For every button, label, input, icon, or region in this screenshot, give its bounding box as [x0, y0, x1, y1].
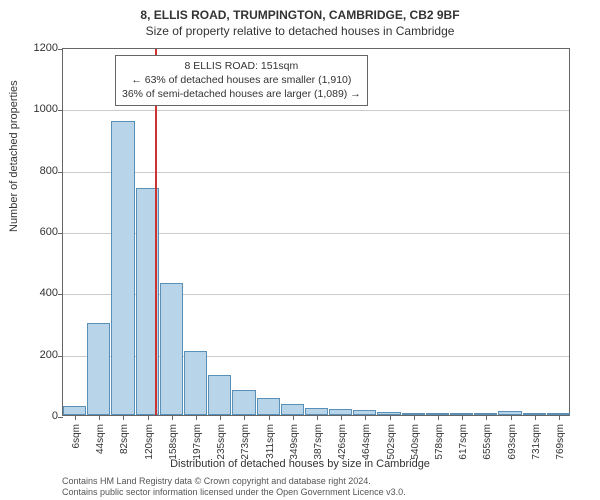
- chart-subtitle: Size of property relative to detached ho…: [0, 22, 600, 38]
- xtick-mark: [438, 415, 439, 420]
- histogram-bar: [184, 351, 207, 415]
- xtick-mark: [414, 415, 415, 420]
- xtick-mark: [196, 415, 197, 420]
- ytick-label: 1200: [18, 42, 58, 54]
- annotation-line1: 8 ELLIS ROAD: 151sqm: [122, 59, 361, 73]
- xtick-label: 731sqm: [531, 424, 542, 460]
- xtick-label: 197sqm: [192, 424, 203, 460]
- xtick-label: 617sqm: [458, 424, 469, 460]
- plot-area: 8 ELLIS ROAD: 151sqm ← 63% of detached h…: [62, 48, 570, 416]
- xtick-label: 120sqm: [144, 424, 155, 460]
- xtick-mark: [390, 415, 391, 420]
- xtick-mark: [535, 415, 536, 420]
- ytick-mark: [58, 356, 63, 357]
- histogram-bar: [281, 404, 304, 415]
- xtick-label: 578sqm: [434, 424, 445, 460]
- ytick-mark: [58, 172, 63, 173]
- ytick-mark: [58, 417, 63, 418]
- ytick-label: 200: [18, 349, 58, 361]
- xtick-mark: [75, 415, 76, 420]
- ytick-label: 400: [18, 287, 58, 299]
- annotation-line3: 36% of semi-detached houses are larger (…: [122, 87, 361, 101]
- xtick-mark: [244, 415, 245, 420]
- xtick-mark: [269, 415, 270, 420]
- chart-container: 8, ELLIS ROAD, TRUMPINGTON, CAMBRIDGE, C…: [0, 0, 600, 500]
- xtick-label: 387sqm: [313, 424, 324, 460]
- footer-line1: Contains HM Land Registry data © Crown c…: [62, 476, 406, 487]
- histogram-bar: [208, 375, 231, 415]
- annotation-line2: ← 63% of detached houses are smaller (1,…: [122, 73, 361, 87]
- xtick-label: 82sqm: [119, 424, 130, 454]
- xtick-label: 235sqm: [216, 424, 227, 460]
- xtick-label: 349sqm: [289, 424, 300, 460]
- xtick-label: 464sqm: [361, 424, 372, 460]
- ytick-mark: [58, 110, 63, 111]
- gridline: [63, 172, 569, 173]
- ytick-label: 1000: [18, 103, 58, 115]
- chart-title-address: 8, ELLIS ROAD, TRUMPINGTON, CAMBRIDGE, C…: [0, 0, 600, 22]
- xtick-mark: [99, 415, 100, 420]
- footer-line2: Contains public sector information licen…: [62, 487, 406, 498]
- xtick-label: 769sqm: [555, 424, 566, 460]
- histogram-bar: [305, 408, 328, 415]
- histogram-bar: [111, 121, 134, 415]
- xtick-mark: [148, 415, 149, 420]
- gridline: [63, 110, 569, 111]
- xtick-label: 693sqm: [507, 424, 518, 460]
- xtick-mark: [365, 415, 366, 420]
- xtick-label: 311sqm: [265, 424, 276, 459]
- histogram-bar: [63, 406, 86, 415]
- xtick-mark: [293, 415, 294, 420]
- histogram-bar: [257, 398, 280, 415]
- histogram-bar: [87, 323, 110, 415]
- xtick-label: 502sqm: [386, 424, 397, 460]
- xtick-mark: [511, 415, 512, 420]
- xtick-mark: [559, 415, 560, 420]
- xtick-label: 273sqm: [240, 424, 251, 460]
- xtick-label: 655sqm: [482, 424, 493, 460]
- xtick-mark: [462, 415, 463, 420]
- histogram-bar: [160, 283, 183, 415]
- ytick-label: 0: [18, 410, 58, 422]
- xtick-mark: [341, 415, 342, 420]
- xtick-mark: [486, 415, 487, 420]
- footer-attribution: Contains HM Land Registry data © Crown c…: [62, 476, 406, 498]
- ytick-mark: [58, 294, 63, 295]
- xtick-label: 426sqm: [337, 424, 348, 460]
- ytick-label: 800: [18, 165, 58, 177]
- xtick-label: 540sqm: [410, 424, 421, 460]
- ytick-mark: [58, 49, 63, 50]
- xtick-label: 44sqm: [95, 424, 106, 454]
- annotation-box: 8 ELLIS ROAD: 151sqm ← 63% of detached h…: [115, 55, 368, 106]
- ytick-mark: [58, 233, 63, 234]
- ytick-label: 600: [18, 226, 58, 238]
- xtick-mark: [172, 415, 173, 420]
- xtick-mark: [123, 415, 124, 420]
- xtick-mark: [220, 415, 221, 420]
- xtick-mark: [317, 415, 318, 420]
- xtick-label: 6sqm: [71, 424, 82, 448]
- histogram-bar: [232, 390, 255, 415]
- x-axis-label: Distribution of detached houses by size …: [0, 458, 600, 470]
- xtick-label: 158sqm: [168, 424, 179, 460]
